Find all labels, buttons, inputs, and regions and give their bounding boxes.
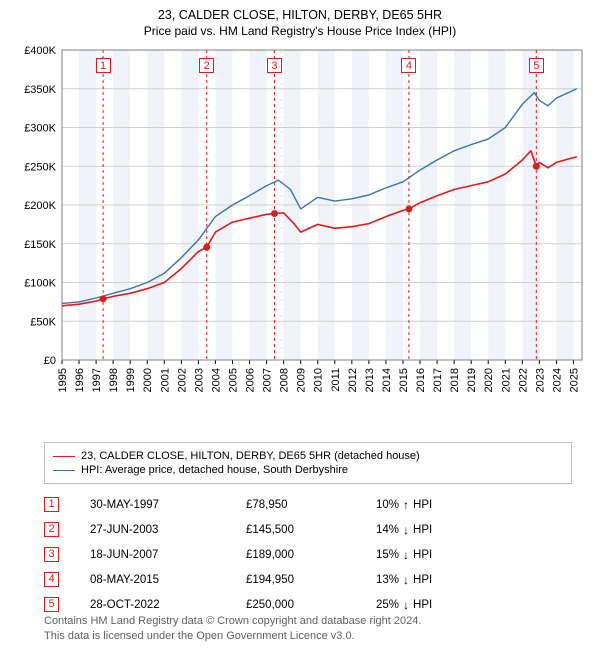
arrow-down-icon: ↓: [403, 573, 409, 587]
svg-text:2019: 2019: [466, 368, 478, 392]
svg-text:1999: 1999: [125, 368, 137, 392]
svg-text:1996: 1996: [74, 368, 86, 392]
sale-price: £78,950: [246, 499, 376, 511]
svg-text:2002: 2002: [176, 368, 188, 392]
svg-text:1995: 1995: [57, 368, 69, 392]
chart-area: £0 £50K £100K £150K £200K £250K £300K £350K £400…: [10, 46, 590, 404]
svg-text:2003: 2003: [193, 368, 205, 392]
svg-text:2012: 2012: [347, 368, 359, 392]
svg-text:2018: 2018: [449, 368, 461, 392]
legend-box: 23, CALDER CLOSE, HILTON, DERBY, DE65 5H…: [44, 442, 572, 484]
svg-text:2015: 2015: [398, 368, 410, 392]
svg-text:£300K: £300K: [24, 123, 56, 135]
sale-price: £145,500: [246, 524, 376, 536]
sale-diff: 13%↓HPI: [376, 573, 536, 587]
sale-event-row: 3 18-JUN-2007£189,00015%↓HPI: [44, 542, 554, 567]
svg-text:£250K: £250K: [24, 161, 56, 173]
svg-text:2025: 2025: [568, 368, 580, 392]
sale-event-row: 1 30-MAY-1997£78,95010%↑HPI: [44, 492, 554, 517]
sale-diff: 15%↓HPI: [376, 548, 536, 562]
sale-marker-2: 2: [44, 522, 59, 537]
svg-text:2023: 2023: [534, 368, 546, 392]
svg-text:2022: 2022: [517, 368, 529, 392]
legend-swatch-property: [53, 456, 75, 457]
svg-text:2004: 2004: [210, 368, 222, 392]
svg-text:2024: 2024: [551, 368, 563, 392]
arrow-down-icon: ↓: [403, 598, 409, 612]
sale-event-row: 4 08-MAY-2015£194,95013%↓HPI: [44, 567, 554, 592]
sale-marker-4: 4: [44, 572, 59, 587]
plot-sale-marker-4: 4: [401, 58, 416, 73]
sale-marker-5: 5: [44, 597, 59, 612]
svg-text:2005: 2005: [227, 368, 239, 392]
svg-text:2020: 2020: [483, 368, 495, 392]
sale-date: 27-JUN-2003: [90, 524, 246, 536]
sale-event-row: 2 27-JUN-2003£145,50014%↓HPI: [44, 517, 554, 542]
svg-text:2016: 2016: [415, 368, 427, 392]
sale-price: £194,950: [246, 574, 376, 586]
sale-marker-1: 1: [44, 497, 59, 512]
svg-text:2014: 2014: [381, 368, 393, 392]
svg-text:2001: 2001: [159, 368, 171, 392]
sale-price: £189,000: [246, 549, 376, 561]
svg-text:£0: £0: [44, 355, 56, 367]
legend-swatch-hpi: [53, 470, 75, 471]
chart-subtitle: Price paid vs. HM Land Registry's House …: [0, 22, 600, 38]
arrow-up-icon: ↑: [403, 498, 409, 512]
chart-svg: £0 £50K £100K £150K £200K £250K £300K £350K £400…: [10, 46, 590, 404]
svg-text:1997: 1997: [91, 368, 103, 392]
svg-text:£150K: £150K: [24, 239, 56, 251]
sale-marker-3: 3: [44, 547, 59, 562]
attribution-text: Contains HM Land Registry data © Crown c…: [44, 614, 564, 644]
legend-item-property: 23, CALDER CLOSE, HILTON, DERBY, DE65 5H…: [53, 449, 563, 463]
sales-events-table: 130-MAY-1997£78,95010%↑HPI227-JUN-2003£1…: [44, 492, 554, 617]
sale-date: 18-JUN-2007: [90, 549, 246, 561]
svg-text:1998: 1998: [108, 368, 120, 392]
sale-price: £250,000: [246, 599, 376, 611]
chart-title: 23, CALDER CLOSE, HILTON, DERBY, DE65 5H…: [0, 0, 600, 22]
svg-text:2013: 2013: [364, 368, 376, 392]
legend-item-hpi: HPI: Average price, detached house, Sout…: [53, 463, 563, 477]
arrow-down-icon: ↓: [403, 523, 409, 537]
svg-text:2017: 2017: [432, 368, 444, 392]
svg-text:2021: 2021: [500, 368, 512, 392]
svg-text:£200K: £200K: [24, 200, 56, 212]
sale-diff: 25%↓HPI: [376, 598, 536, 612]
svg-text:2011: 2011: [330, 368, 342, 392]
svg-text:£100K: £100K: [24, 278, 56, 290]
svg-text:£50K: £50K: [30, 316, 56, 328]
plot-sale-marker-2: 2: [199, 58, 214, 73]
sale-date: 08-MAY-2015: [90, 574, 246, 586]
sale-date: 30-MAY-1997: [90, 499, 246, 511]
plot-sale-marker-1: 1: [96, 58, 111, 73]
svg-text:2007: 2007: [262, 368, 274, 392]
svg-text:£350K: £350K: [24, 84, 56, 96]
sale-date: 28-OCT-2022: [90, 599, 246, 611]
svg-text:2000: 2000: [142, 368, 154, 392]
svg-text:2008: 2008: [279, 368, 291, 392]
plot-sale-marker-5: 5: [529, 58, 544, 73]
plot-sale-marker-3: 3: [267, 58, 282, 73]
attribution-line1: Contains HM Land Registry data © Crown c…: [44, 615, 421, 627]
arrow-down-icon: ↓: [403, 548, 409, 562]
sale-diff: 10%↑HPI: [376, 498, 536, 512]
svg-text:2006: 2006: [245, 368, 257, 392]
svg-text:2010: 2010: [313, 368, 325, 392]
svg-text:£400K: £400K: [24, 46, 56, 57]
legend-label-hpi: HPI: Average price, detached house, Sout…: [81, 464, 348, 476]
sale-event-row: 5 28-OCT-2022£250,00025%↓HPI: [44, 592, 554, 617]
svg-text:2009: 2009: [296, 368, 308, 392]
legend-label-property: 23, CALDER CLOSE, HILTON, DERBY, DE65 5H…: [81, 450, 420, 462]
attribution-line2: This data is licensed under the Open Gov…: [44, 630, 355, 642]
sale-diff: 14%↓HPI: [376, 523, 536, 537]
